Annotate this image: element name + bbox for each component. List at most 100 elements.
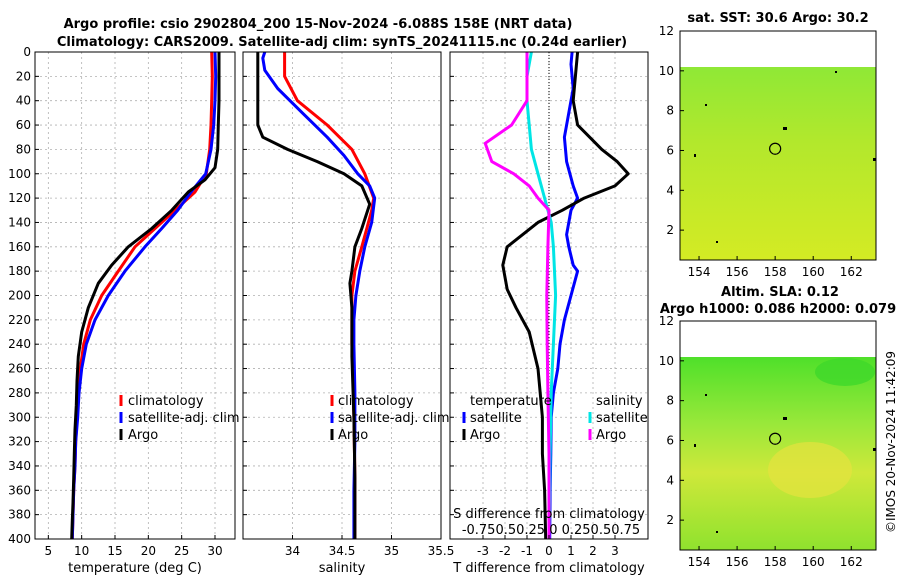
sla-map-xtick-label: 160 <box>802 555 825 569</box>
sst-argo-location-marker <box>769 142 782 155</box>
sst-map-title: sat. SST: 30.6 Argo: 30.2 <box>687 11 868 26</box>
salinity-xlabel: salinity <box>319 561 366 576</box>
sla-map-subtitle: Argo h1000: 0.086 h2000: 0.079 <box>660 302 896 317</box>
sla-map-panel: Altim. SLA: 0.12 Argo h1000: 0.086 h2000… <box>659 285 896 569</box>
sla-map-xtick-label: 156 <box>726 555 749 569</box>
temperature-panel: 5 10 15 20 25 30 0 20 40 60 80 100 120 140 160 180 200 2… <box>8 45 240 576</box>
temperature-xtick-label: 30 <box>207 544 222 558</box>
sst-map-xtick-label: 158 <box>764 265 787 279</box>
sla-map-nodata-band <box>680 321 876 357</box>
s-difference-ticks: -0.750.50.25 0 0.250.50.75 <box>462 523 640 538</box>
sla-map-xtick-label: 162 <box>840 555 863 569</box>
depth-tick-label: 380 <box>8 508 31 522</box>
legend-salinity-title: salinity <box>596 394 643 409</box>
depth-tick-label: 240 <box>8 337 31 351</box>
depth-tick-label: 0 <box>23 45 31 59</box>
depth-tick-label: 280 <box>8 386 31 400</box>
depth-tick-label: 200 <box>8 289 31 303</box>
sla-map-title: Altim. SLA: 0.12 <box>721 285 839 300</box>
legend-argo-label: Argo <box>338 428 368 443</box>
temperature-xlabel: temperature (deg C) <box>68 561 202 576</box>
legend-s-satellite-label: satellite <box>596 411 648 426</box>
figure-title-line1: Argo profile: csio 2902804_200 15-Nov-20… <box>64 17 573 32</box>
difference-xtick-label: -1 <box>521 544 533 558</box>
difference-xtick-label: 0 <box>545 544 553 558</box>
sst-map-xtick-label: 160 <box>802 265 825 279</box>
temperature-xtick-label: 20 <box>141 544 156 558</box>
difference-series-t-satellite <box>548 52 580 539</box>
salinity-axes-frame <box>242 51 442 540</box>
sst-map-ytick-label: 2 <box>666 223 674 237</box>
sst-map-ytick-label: 10 <box>659 64 674 78</box>
depth-tick-label: 220 <box>8 313 31 327</box>
sla-map-frame <box>679 320 877 551</box>
temperature-xtick-label: 10 <box>74 544 89 558</box>
salinity-panel: 34 34.5 35 35.5 salinity climatology satell… <box>242 51 455 576</box>
temperature-xtick-label: 15 <box>107 544 122 558</box>
legend-climatology-label: climatology <box>128 394 204 409</box>
depth-tick-label: 360 <box>8 483 31 497</box>
depth-tick-label: 60 <box>16 118 31 132</box>
depth-tick-label: 140 <box>8 215 31 229</box>
sst-map-nodata-band <box>680 31 876 67</box>
salinity-series-satellite-adj-clim <box>261 52 377 539</box>
sla-map-islands <box>694 394 876 533</box>
sst-map-ytick-label: 6 <box>666 143 674 157</box>
sla-map-xtick-label: 158 <box>764 555 787 569</box>
legend-satellite-label: satellite-adj. clim <box>128 411 240 426</box>
sst-map-ytick-label: 4 <box>666 183 674 197</box>
legend-t-satellite-label: satellite <box>470 411 522 426</box>
sla-argo-location-marker <box>769 432 782 445</box>
depth-tick-label: 100 <box>8 167 31 181</box>
difference-series-t-argo <box>501 52 630 539</box>
legend-climatology-label: climatology <box>338 394 414 409</box>
legend-argo-label: Argo <box>128 428 158 443</box>
sst-map-islands <box>694 71 876 243</box>
s-difference-label: S difference from climatology <box>453 507 645 522</box>
salinity-xtick-label: 34.5 <box>329 544 356 558</box>
sst-map-xtick-label: 162 <box>840 265 863 279</box>
sla-map-low-anomaly <box>815 358 875 386</box>
sst-map-ytick-label: 12 <box>659 24 674 38</box>
sla-map-xtick-label: 154 <box>688 555 711 569</box>
depth-tick-label: 180 <box>8 264 31 278</box>
difference-series-s-argo <box>483 52 551 539</box>
difference-xtick-label: 3 <box>611 544 619 558</box>
legend-satellite-label: satellite-adj. clim <box>338 411 450 426</box>
sst-map-field <box>680 67 876 260</box>
depth-tick-label: 340 <box>8 459 31 473</box>
difference-panel: -3 -2 -1 0 1 2 3 T difference from climatology… <box>449 51 649 576</box>
sla-map-ytick-label: 8 <box>666 394 674 408</box>
depth-tick-label: 300 <box>8 410 31 424</box>
temperature-legend: climatology satellite-adj. clim Argo <box>119 394 240 443</box>
depth-tick-label: 260 <box>8 362 31 376</box>
sla-map-high-anomaly <box>768 442 852 498</box>
depth-tick-label: 400 <box>8 532 31 546</box>
difference-xtick-label: 1 <box>567 544 575 558</box>
depth-tick-label: 40 <box>16 94 31 108</box>
difference-xtick-label: 2 <box>589 544 597 558</box>
depth-tick-label: 320 <box>8 435 31 449</box>
sst-map-xtick-label: 154 <box>688 265 711 279</box>
depth-tick-label: 20 <box>16 69 31 83</box>
sla-map-ytick-label: 6 <box>666 433 674 447</box>
difference-xtick-label: -2 <box>499 544 511 558</box>
difference-legend: temperature salinity satellite Argo sate… <box>462 394 648 443</box>
sla-map-ytick-label: 10 <box>659 354 674 368</box>
imos-credit: ©IMOS 20-Nov-2024 11:42:09 <box>884 351 898 533</box>
depth-tick-label: 160 <box>8 240 31 254</box>
temperature-xtick-label: 5 <box>45 544 53 558</box>
sla-map-ytick-label: 2 <box>666 513 674 527</box>
sst-map-xtick-label: 156 <box>726 265 749 279</box>
difference-xlabel: T difference from climatology <box>452 561 645 576</box>
sla-map-ytick-label: 4 <box>666 473 674 487</box>
sla-map-ytick-label: 12 <box>659 314 674 328</box>
difference-xtick-label: -3 <box>477 544 489 558</box>
salinity-xtick-label: 34 <box>285 544 300 558</box>
figure-title-line2: Climatology: CARS2009. Satellite-adj cli… <box>57 35 627 50</box>
salinity-xtick-label: 35.5 <box>428 544 455 558</box>
salinity-legend: climatology satellite-adj. clim Argo <box>330 394 450 443</box>
temperature-xtick-label: 25 <box>174 544 189 558</box>
salinity-xtick-label: 35 <box>384 544 399 558</box>
